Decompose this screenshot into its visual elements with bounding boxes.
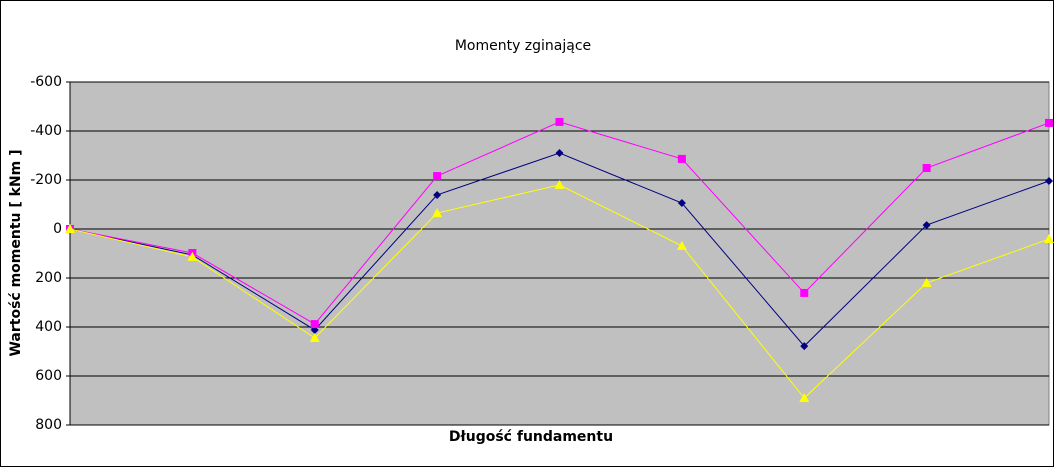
marker — [310, 320, 319, 329]
y-tick-label: 800 — [35, 417, 62, 433]
marker — [800, 288, 809, 297]
y-tick-label: 400 — [35, 319, 62, 335]
marker — [1044, 234, 1054, 244]
marker — [555, 117, 564, 126]
marker — [433, 190, 442, 199]
marker — [555, 149, 564, 158]
marker — [800, 342, 809, 351]
y-tick-label: 0 — [53, 221, 62, 237]
marker — [677, 154, 686, 163]
marker — [921, 277, 932, 287]
y-tick-label: 200 — [35, 270, 62, 286]
marker — [65, 224, 75, 233]
chart-title: Momenty zginające — [455, 38, 591, 54]
marker — [922, 221, 931, 230]
y-tick-label: -600 — [30, 74, 62, 90]
marker — [1045, 118, 1053, 127]
marker — [432, 208, 443, 218]
marker — [677, 199, 686, 208]
marker — [676, 240, 687, 250]
y-tick-label: -400 — [30, 123, 62, 139]
y-axis-title: Wartość momentu [ kNm ] — [8, 149, 24, 356]
x-axis-title: Długość fundamentu — [449, 429, 613, 445]
y-tick-label: 600 — [35, 368, 62, 384]
marker — [554, 179, 565, 189]
marker — [187, 251, 198, 261]
marker — [922, 163, 931, 172]
marker — [433, 172, 442, 181]
plot-area — [69, 81, 1050, 426]
marker — [309, 333, 320, 343]
y-tick-label: -200 — [30, 172, 62, 188]
marker — [799, 393, 810, 403]
marker — [1045, 176, 1053, 185]
